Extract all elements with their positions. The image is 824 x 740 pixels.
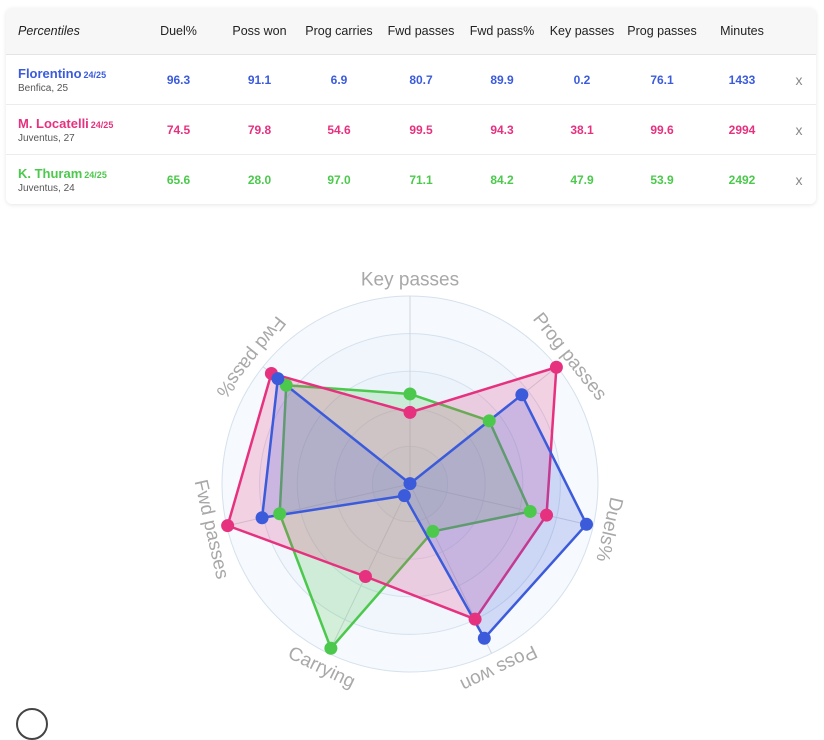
- player-season: 24/25: [84, 169, 107, 180]
- stat-value: 89.9: [462, 54, 542, 105]
- player-season: 24/25: [90, 119, 114, 130]
- percentiles-header-label: Percentiles: [6, 8, 136, 55]
- data-point: [397, 489, 411, 503]
- data-point: [515, 388, 529, 402]
- column-header[interactable]: Fwd pass%: [462, 8, 542, 55]
- player-info: Juventus, 27: [18, 132, 75, 144]
- series-area: [260, 377, 588, 640]
- column-header[interactable]: Prog passes: [622, 8, 702, 55]
- stat-value: 65.6: [166, 172, 191, 187]
- player-name[interactable]: Florentino: [18, 65, 82, 81]
- player-info: Juventus, 24: [18, 182, 75, 194]
- data-point: [403, 387, 417, 401]
- table-body: Florentino 24/25 Benfica, 25 96.3 91.1 6.9 80.…: [6, 54, 816, 205]
- stat-value: 76.1: [622, 54, 702, 105]
- stat-value: 94.3: [462, 104, 542, 155]
- stat-value: 54.6: [298, 104, 380, 155]
- axis-line: [409, 483, 594, 527]
- axis-label: Key passes: [361, 270, 459, 291]
- axis-line: [327, 483, 411, 654]
- table-header-row: Percentiles Duel% Poss won Prog carries Fwd…: [6, 8, 816, 55]
- stat-value: 2994: [702, 104, 782, 155]
- stat-value: 80.7: [380, 54, 462, 105]
- series-area: [226, 366, 558, 621]
- player-cell: M. Locatelli 24/25 Juventus, 27: [6, 104, 136, 155]
- stat-value: 1433: [702, 54, 782, 105]
- stat-value: 99.5: [380, 104, 462, 155]
- percentiles-table-card: Percentiles Duel% Poss won Prog carries Fwd…: [6, 8, 816, 204]
- stat-value: 71.1: [409, 172, 433, 187]
- stat-value: 0.2: [542, 54, 622, 105]
- data-point: [221, 519, 235, 533]
- column-header[interactable]: Poss won: [221, 8, 298, 55]
- remove-player-button[interactable]: x: [782, 104, 816, 155]
- data-point: [403, 477, 417, 491]
- stat-value: 84.2: [490, 172, 514, 187]
- stat-value: 74.5: [136, 104, 221, 155]
- data-point: [403, 405, 417, 419]
- stat-value: 99.6: [622, 104, 702, 155]
- data-point: [255, 511, 269, 525]
- player-name[interactable]: M. Locatelli: [18, 115, 89, 131]
- player-season: 24/25: [83, 69, 107, 80]
- data-point: [482, 414, 496, 428]
- data-point: [580, 517, 594, 531]
- player-name[interactable]: K. Thuram: [18, 165, 83, 181]
- stat-value: 97.0: [327, 172, 351, 187]
- data-point: [358, 569, 372, 583]
- stat-value: 53.9: [650, 172, 674, 187]
- series-area: [278, 384, 532, 650]
- player-row: K. Thuram 24/25 Juventus, 24 65.6 28.0 97.0 71…: [6, 155, 816, 205]
- data-point: [271, 372, 285, 386]
- column-header[interactable]: Prog carries: [298, 8, 380, 55]
- stat-value: 79.8: [221, 104, 298, 155]
- data-point: [540, 508, 554, 522]
- remove-player-button[interactable]: x: [795, 171, 803, 188]
- player-row: Florentino 24/25 Benfica, 25 96.3 91.1 6.9 80.…: [6, 54, 816, 105]
- player-cell: Florentino 24/25 Benfica, 25: [6, 54, 136, 105]
- remove-player-button[interactable]: x: [782, 54, 816, 105]
- site-logo: [16, 708, 48, 740]
- data-point: [523, 504, 537, 518]
- data-point: [549, 360, 563, 374]
- stat-value: 38.1: [542, 104, 622, 155]
- data-point: [468, 612, 482, 626]
- column-header[interactable]: Key passes: [542, 8, 622, 55]
- stat-value: 28.0: [247, 172, 272, 187]
- stat-value: 91.1: [221, 54, 298, 105]
- stat-value: 6.9: [298, 54, 380, 105]
- stat-value: 2492: [728, 172, 756, 187]
- stat-value: 96.3: [136, 54, 221, 105]
- column-header[interactable]: Minutes: [702, 8, 782, 55]
- data-point: [426, 524, 440, 538]
- column-header[interactable]: Duel%: [136, 8, 221, 55]
- data-point: [273, 507, 287, 521]
- data-point: [477, 631, 491, 645]
- player-row: M. Locatelli 24/25 Juventus, 27 74.5 79.8 54.…: [6, 104, 816, 155]
- data-point: [324, 641, 338, 655]
- percentiles-table: Percentiles Duel% Poss won Prog carries Fwd…: [6, 8, 816, 204]
- remove-column-header: [782, 8, 816, 55]
- stat-value: 47.9: [570, 172, 594, 187]
- player-cell: K. Thuram 24/25 Juventus, 24: [6, 155, 136, 205]
- player-info: Benfica, 25: [18, 82, 69, 94]
- column-header[interactable]: Fwd passes: [380, 8, 462, 55]
